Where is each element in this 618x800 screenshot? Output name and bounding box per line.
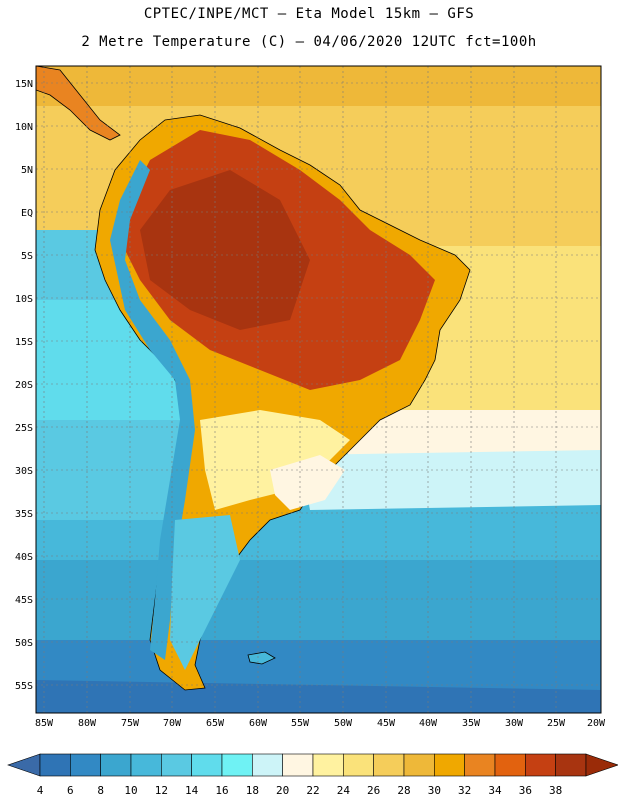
lon-label: 85W <box>35 718 54 729</box>
colorbar-tick-label: 6 <box>67 784 74 797</box>
map-title-source: CPTEC/INPE/MCT – Eta Model 15km – GFS <box>143 6 475 22</box>
longitude-labels: 85W 80W 75W 70W 65W 60W 55W 50W 45W 40W … <box>35 718 606 729</box>
lon-label: 30W <box>505 718 524 729</box>
lon-label: 65W <box>206 718 225 729</box>
colorbar-tick-label: 26 <box>367 784 380 797</box>
colorbar-tick-label: 36 <box>519 784 532 797</box>
lat-label: 45S <box>15 595 33 606</box>
temperature-field <box>36 66 601 713</box>
colorbar-swatch <box>191 753 223 777</box>
colorbar-tick-label: 24 <box>337 784 351 797</box>
colorbar-swatch <box>221 753 253 777</box>
colorbar-tick-label: 20 <box>276 784 289 797</box>
lon-label: 45W <box>377 718 396 729</box>
colorbar-swatch <box>161 753 192 777</box>
southern-brazil-region <box>200 410 350 510</box>
lat-label: 25S <box>15 423 33 434</box>
colorbar <box>7 753 618 777</box>
lon-label: 25W <box>547 718 566 729</box>
southern-ocean-band <box>36 560 601 640</box>
colorbar-tick-label: 28 <box>397 784 410 797</box>
lat-label: 15S <box>15 337 33 348</box>
atlantic-mild-band <box>330 410 601 460</box>
colorbar-tick-label: 22 <box>306 784 319 797</box>
lon-label: 35W <box>462 718 481 729</box>
colorbar-swatch <box>555 753 587 777</box>
colorbar-tick-label: 8 <box>97 784 104 797</box>
lat-label: 5N <box>21 165 33 176</box>
lon-label: 40W <box>419 718 438 729</box>
lat-label: 20S <box>15 380 33 391</box>
lat-label: 55S <box>15 681 33 692</box>
map-title-variable: 2 Metre Temperature (C) – 04/06/2020 12U… <box>81 34 537 50</box>
patagonia-region <box>170 515 240 670</box>
colorbar-swatch <box>525 753 556 777</box>
colorbar-swatch <box>252 753 283 777</box>
lat-label: 50S <box>15 638 33 649</box>
lat-label: 5S <box>21 251 33 262</box>
lat-label: 15N <box>15 79 33 90</box>
lon-label: 70W <box>163 718 182 729</box>
map-frame <box>35 65 602 714</box>
central-america-land <box>36 66 121 141</box>
lon-label: 55W <box>291 718 310 729</box>
lon-label: 60W <box>249 718 268 729</box>
colorbar-swatch <box>70 753 101 777</box>
lat-label: EQ <box>21 208 33 219</box>
colorbar-max-arrow <box>585 753 618 777</box>
lat-label: 40S <box>15 552 33 563</box>
lon-label: 50W <box>334 718 353 729</box>
graticule <box>36 66 601 713</box>
colorbar-swatch <box>39 753 71 777</box>
colorbar-tick-label: 10 <box>124 784 137 797</box>
colorbar-tick-label: 30 <box>428 784 441 797</box>
colorbar-swatch <box>130 753 162 777</box>
colorbar-swatch <box>464 753 496 777</box>
lon-label: 20W <box>587 718 606 729</box>
colorbar-tick-label: 32 <box>458 784 471 797</box>
colorbar-swatch <box>312 753 344 777</box>
colorbar-tick-label: 34 <box>488 784 502 797</box>
colorbar-tick-label: 4 <box>37 784 44 797</box>
colorbar-tick-label: 14 <box>185 784 199 797</box>
lon-label: 80W <box>78 718 97 729</box>
southern-ocean-coldest-band <box>36 680 601 713</box>
colorbar-tick-label: 18 <box>246 784 259 797</box>
lat-label: 35S <box>15 509 33 520</box>
lat-label: 30S <box>15 466 33 477</box>
colorbar-swatch <box>100 753 132 777</box>
colorbar-swatch <box>403 753 435 777</box>
colorbar-tick-label: 38 <box>549 784 562 797</box>
colorbar-swatch <box>434 753 465 777</box>
latitude-labels: 15N 10N 5N EQ 5S 10S 15S 20S 25S 30S 35S… <box>15 79 33 692</box>
colorbar-swatch <box>282 753 314 777</box>
colorbar-swatch <box>494 753 526 777</box>
lat-label: 10S <box>15 294 33 305</box>
rio-de-la-plata-region <box>270 455 345 510</box>
colorbar-swatch <box>343 753 374 777</box>
lat-label: 10N <box>15 122 33 133</box>
amazon-hottest-region <box>140 170 310 330</box>
colorbar-min-arrow <box>7 753 41 777</box>
colorbar-labels: 4 6 8 10 12 14 16 18 20 22 24 26 28 30 32 34 36 38 <box>37 784 563 797</box>
colorbar-swatch <box>373 753 405 777</box>
colorbar-tick-label: 16 <box>215 784 228 797</box>
atlantic-cool-band <box>300 450 601 510</box>
colorbar-tick-label: 12 <box>155 784 168 797</box>
caribbean-band <box>36 66 601 106</box>
falkland-islands <box>247 651 276 665</box>
lon-label: 75W <box>121 718 140 729</box>
andes-cold-strip <box>110 160 195 660</box>
